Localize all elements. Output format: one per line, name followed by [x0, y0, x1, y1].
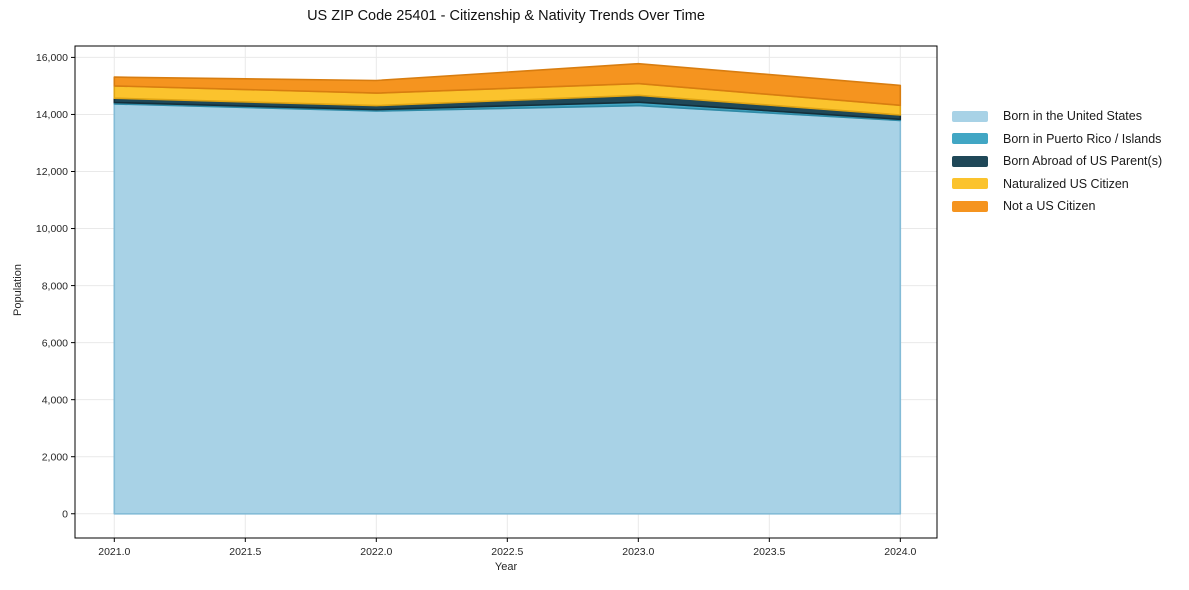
y-axis: 0 2,000 4,000 6,000 8,000 10,000 12,000 14,000 1… [36, 52, 75, 520]
legend-label: Not a US Citizen [1003, 199, 1096, 214]
legend-label: Born in Puerto Rico / Islands [1003, 131, 1162, 146]
x-tick-label: 2022.5 [491, 546, 523, 558]
legend-item: Naturalized US Citizen [952, 173, 1162, 196]
y-tick-label: 2,000 [42, 451, 68, 463]
plot-border [74, 45, 938, 539]
area-born-in-the-united-states [113, 103, 902, 515]
y-tick-label: 0 [62, 508, 68, 520]
y-tick-label: 8,000 [42, 280, 68, 292]
area-not-a-us-citizen [113, 62, 902, 107]
y-tick-label: 6,000 [42, 337, 68, 349]
legend-item: Born in the United States [952, 105, 1162, 128]
y-tick-label: 14,000 [36, 109, 68, 121]
legend-label: Born in the United States [1003, 109, 1142, 124]
x-tick-label: 2022.0 [360, 546, 392, 558]
x-axis-label: Year [494, 561, 518, 573]
legend-swatch [952, 133, 988, 145]
x-tick-label: 2024.0 [884, 546, 916, 558]
x-axis: 2021.0 2021.5 2022.0 2022.5 2023.0 2023.5 2024… [98, 538, 917, 558]
x-tick-label: 2021.0 [98, 546, 130, 558]
legend: Born in the United States Born in Puerto … [952, 105, 1162, 218]
x-tick-label: 2023.0 [622, 546, 654, 558]
legend-item: Not a US Citizen [952, 195, 1162, 218]
y-axis-label: Population [12, 264, 24, 316]
legend-swatch [952, 110, 988, 122]
legend-swatch [952, 155, 988, 167]
x-tick-label: 2023.5 [753, 546, 785, 558]
legend-item: Born in Puerto Rico / Islands [952, 128, 1162, 151]
legend-swatch [952, 200, 988, 212]
y-tick-label: 10,000 [36, 223, 68, 235]
legend-swatch [952, 178, 988, 190]
legend-item: Born Abroad of US Parent(s) [952, 150, 1162, 173]
x-tick-label: 2021.5 [229, 546, 261, 558]
chart-title: US ZIP Code 25401 - Citizenship & Nativi… [307, 8, 705, 24]
legend-label: Born Abroad of US Parent(s) [1003, 154, 1163, 169]
y-tick-label: 4,000 [42, 394, 68, 406]
y-tick-label: 12,000 [36, 166, 68, 178]
y-tick-label: 16,000 [36, 52, 68, 64]
legend-label: Naturalized US Citizen [1003, 176, 1129, 191]
